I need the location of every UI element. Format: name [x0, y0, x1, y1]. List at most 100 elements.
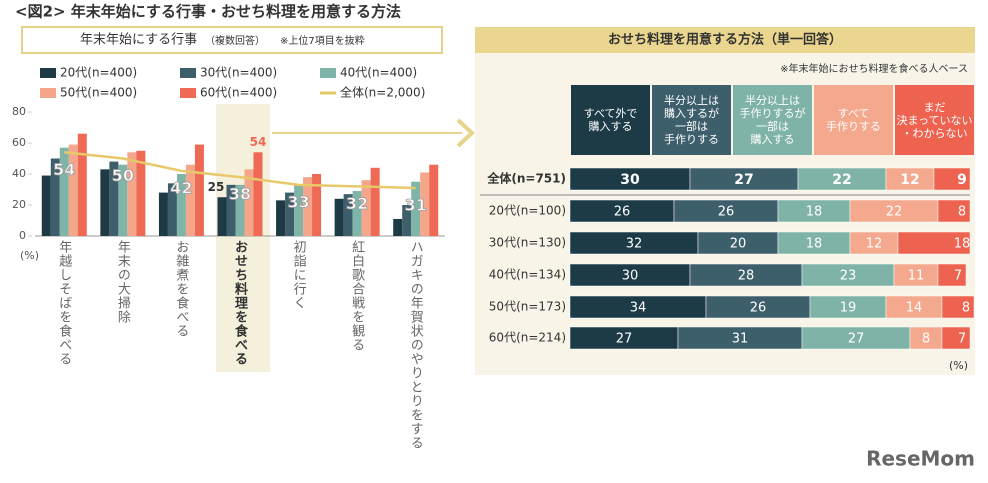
bar-segment — [941, 295, 975, 319]
data-label: 50 — [112, 166, 134, 185]
bar — [361, 180, 371, 236]
data-label: 32 — [626, 237, 643, 252]
legend-swatch — [40, 68, 56, 78]
bar — [235, 184, 245, 236]
legend-header: すべて 手作りする — [814, 85, 893, 155]
legend-header: 半分以上は 購入するが 一部は 手作りする — [652, 85, 731, 155]
legend-label: 50代(n=400) — [60, 86, 137, 100]
data-label: 38 — [229, 185, 251, 204]
data-label: 54 — [53, 160, 75, 179]
data-label: 27 — [616, 332, 633, 347]
y-tick-label: 全体(n=751) — [486, 171, 566, 186]
bar — [217, 197, 227, 236]
legend-header: すべて外で 購入する — [571, 85, 650, 155]
bar-segment — [937, 263, 967, 287]
bar — [303, 177, 313, 236]
left-subtitle: （複数回答） — [205, 34, 265, 47]
data-label: 8 — [922, 332, 930, 347]
data-label: 19 — [840, 301, 857, 316]
data-label: 22 — [832, 172, 851, 188]
arrow-head — [456, 118, 475, 148]
data-label: 31 — [732, 332, 749, 347]
bar — [411, 181, 421, 236]
data-label: 8 — [962, 301, 970, 316]
legend-label: 60代(n=400) — [200, 86, 277, 100]
bar — [420, 172, 430, 236]
title-box — [21, 26, 443, 54]
legend-label: 20代(n=400) — [60, 66, 137, 80]
bar — [352, 191, 362, 236]
bar — [312, 174, 322, 236]
data-label: 20 — [730, 237, 747, 252]
x-tick-label: 初詣に行く — [290, 240, 306, 310]
bar — [50, 158, 60, 236]
data-label: 8 — [958, 205, 966, 220]
bar — [77, 133, 87, 236]
data-label: 30 — [622, 269, 639, 284]
bar — [59, 147, 69, 236]
data-label: 42 — [170, 178, 192, 197]
bar — [127, 152, 137, 236]
data-label: 25 — [208, 180, 225, 194]
legend-header: まだ 決まっていない ・わからない — [895, 85, 974, 155]
legend-swatch — [180, 88, 196, 98]
legend-header: 半分以上は 手作りするが 一部は 購入する — [733, 85, 812, 155]
bar — [402, 205, 412, 236]
bar — [41, 175, 51, 236]
legend-swatch — [320, 68, 336, 78]
y-tick-label: 50代(n=173) — [489, 300, 566, 314]
bar-segment — [897, 231, 971, 255]
y-tick-label: 20代(n=100) — [489, 204, 566, 218]
data-label: 12 — [866, 237, 883, 252]
bar — [370, 167, 380, 236]
x-unit: (%) — [949, 359, 968, 372]
bar — [185, 164, 195, 236]
x-tick-label: お雑煮を食べる — [173, 240, 189, 338]
bar — [343, 194, 353, 236]
bar-segment — [941, 326, 971, 350]
data-label: 26 — [750, 301, 767, 316]
data-label: 31 — [405, 195, 427, 214]
bar — [136, 150, 146, 236]
y-tick-label: 40代(n=134) — [489, 268, 566, 282]
data-label: 26 — [614, 205, 631, 220]
bar — [276, 200, 286, 236]
bar-segment — [937, 199, 971, 223]
x-tick-label: 年越しそばを食べる — [56, 240, 72, 366]
bar — [429, 164, 439, 236]
bar — [334, 198, 344, 236]
data-label: 18 — [806, 205, 823, 220]
legend-label: 全体(n=2,000) — [340, 85, 425, 100]
y-tick-label: 0 — [19, 229, 26, 242]
data-label: 28 — [738, 269, 755, 284]
bar — [176, 174, 186, 236]
x-tick-label: 紅白歌合戦を観る — [349, 240, 365, 352]
bar — [68, 144, 78, 236]
legend-label: 40代(n=400) — [340, 66, 417, 80]
bar — [167, 183, 177, 236]
data-label: 33 — [287, 192, 309, 211]
data-label: 18 — [954, 237, 971, 252]
data-label: 30 — [620, 172, 640, 188]
x-tick-label: ハガキの年賀状のやりとりをする — [407, 240, 423, 450]
data-label: 32 — [346, 194, 368, 213]
right-title-bar — [475, 27, 975, 53]
left-note: ※上位7項目を抜粋 — [280, 34, 365, 47]
right-title: おせち料理を用意する方法（単一回答） — [608, 32, 842, 48]
bar — [194, 144, 204, 236]
data-label: 7 — [954, 269, 962, 284]
legend-swatch — [40, 88, 56, 98]
data-label: 7 — [958, 332, 966, 347]
bar — [158, 192, 168, 236]
right-note: ※年末年始におせち料理を食べる人ベース — [780, 62, 968, 75]
data-label: 22 — [886, 205, 903, 220]
data-label: 26 — [718, 205, 735, 220]
data-label: 11 — [908, 269, 925, 284]
bar — [294, 184, 304, 236]
bar — [109, 161, 119, 236]
data-label: 54 — [250, 135, 267, 149]
data-label: 27 — [734, 172, 753, 188]
bar — [285, 192, 295, 236]
